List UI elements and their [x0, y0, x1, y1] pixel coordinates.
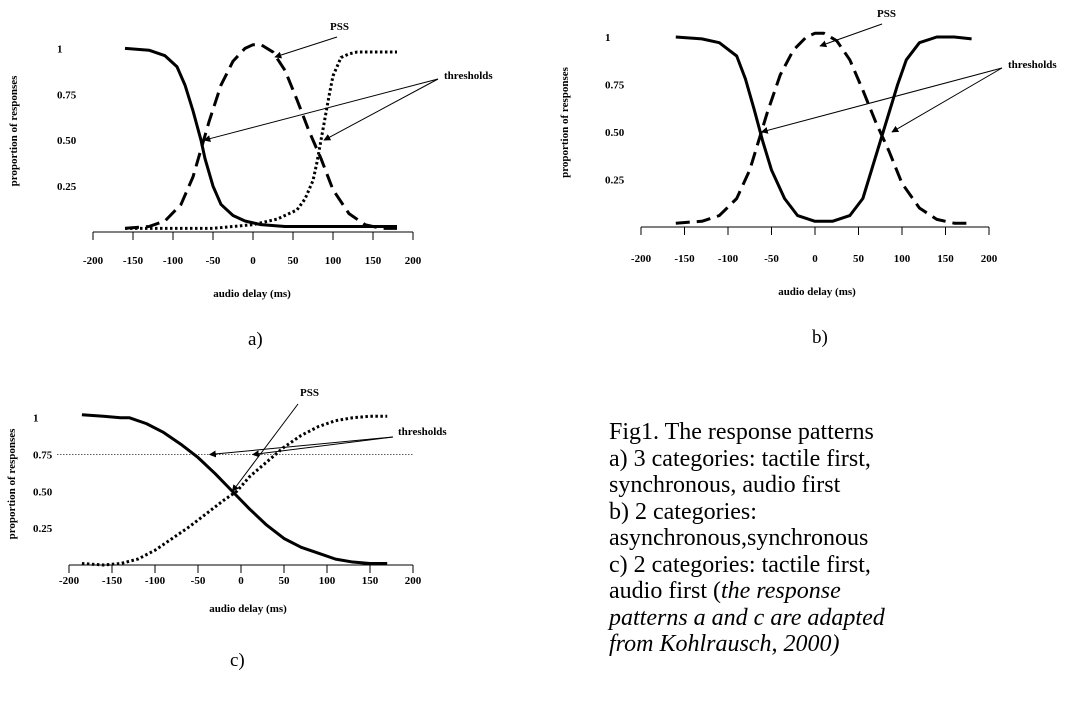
- x-tick-label: 100: [319, 575, 336, 587]
- y-tick-label: 1: [57, 43, 63, 55]
- x-tick-label: 150: [937, 253, 954, 265]
- caption-italic: from Kohlrausch, 2000): [609, 631, 840, 657]
- x-tick-label: -100: [145, 575, 166, 587]
- caption-italic: the response: [720, 578, 841, 604]
- caption-line: from Kohlrausch, 2000): [609, 631, 1069, 658]
- panel-label: c): [230, 650, 245, 671]
- caption-text: audio first (: [609, 578, 721, 604]
- series-line-solid: [675, 35, 972, 223]
- series-line-solid: [124, 46, 397, 228]
- x-tick-label: 200: [405, 575, 422, 587]
- y-tick-label: 1: [605, 32, 611, 44]
- x-tick-label: 200: [981, 253, 998, 265]
- x-tick-label: -200: [631, 253, 652, 265]
- caption-line: synchronous, audio first: [609, 472, 841, 498]
- annotation-arrow: [323, 78, 439, 141]
- y-tick-label: 0.25: [57, 181, 77, 193]
- x-tick-label: -150: [123, 255, 144, 267]
- y-axis-title: proportion of responses: [6, 428, 18, 540]
- caption-line: Fig1. The response patterns: [609, 419, 874, 445]
- y-tick-label: 0.25: [33, 523, 53, 535]
- annotation-thresholds: thresholds: [1008, 59, 1057, 71]
- x-tick-label: 0: [250, 255, 256, 267]
- x-tick-label: 0: [238, 575, 244, 587]
- figure-caption: Fig1. The response patterns a) 3 categor…: [609, 419, 1069, 658]
- caption-line: audio first (the response: [609, 578, 1069, 605]
- chart-panel-b: -200 -150 -100 -50 0 50 100 150 200 1 0.75 0.50 0.25…: [559, 8, 1057, 348]
- x-axis-title: audio delay (ms): [213, 288, 291, 300]
- chart-panel-c: -200 -150 -100 -50 0 50 100 150 200 1 0.75 0.50 0.25…: [6, 387, 447, 671]
- x-tick-label: -200: [59, 575, 80, 587]
- y-tick-label: 0.75: [57, 89, 77, 101]
- annotation-pss: PSS: [330, 21, 349, 33]
- annotation-arrow: [760, 67, 1003, 134]
- annotation-arrow: [208, 436, 394, 458]
- y-tick-label: 0.25: [605, 175, 625, 187]
- x-axis-title: audio delay (ms): [778, 286, 856, 298]
- x-tick-label: -50: [191, 575, 206, 587]
- caption-line: b) 2 categories:: [609, 498, 757, 525]
- caption-line: a) 3 categories: tactile first,: [609, 445, 871, 472]
- annotation-arrow: [203, 78, 439, 142]
- x-tick-label: 50: [853, 253, 865, 265]
- x-tick-label: 150: [362, 575, 379, 587]
- x-tick-label: 0: [812, 253, 818, 265]
- x-tick-label: 100: [894, 253, 911, 265]
- annotation-pss: PSS: [877, 8, 896, 20]
- x-tick-label: -100: [718, 253, 739, 265]
- x-tick-label: 50: [288, 255, 300, 267]
- y-tick-label: 0.50: [605, 127, 625, 139]
- y-axis-title: proportion of responses: [559, 66, 571, 178]
- annotation-arrow: [274, 36, 338, 59]
- annotation-arrow: [891, 67, 1003, 133]
- caption-line: c) 2 categories: tactile first,: [609, 551, 871, 578]
- annotation-pss: PSS: [300, 387, 319, 399]
- annotation-arrow: [231, 403, 299, 492]
- x-tick-label: 150: [365, 255, 382, 267]
- panel-label: b): [812, 327, 828, 348]
- x-tick-label: -50: [206, 255, 221, 267]
- y-tick-label: 0.50: [57, 135, 77, 147]
- caption-line: patterns a and c are adapted: [609, 605, 1069, 632]
- y-tick-label: 0.75: [605, 80, 625, 92]
- x-tick-label: -50: [764, 253, 779, 265]
- caption-line: asynchronous,synchronous: [609, 525, 869, 551]
- annotation-arrow: [819, 23, 883, 48]
- annotation-thresholds: thresholds: [398, 426, 447, 438]
- y-tick-label: 1: [33, 413, 39, 425]
- x-axis-title: audio delay (ms): [209, 603, 287, 615]
- x-tick-label: -100: [163, 255, 184, 267]
- panel-label: a): [248, 329, 263, 350]
- x-tick-label: 100: [325, 255, 342, 267]
- chart-panel-a: -200 -150 -100 -50 0 50 100 150 200 1 0.75 0.50 0.25…: [8, 21, 493, 350]
- caption-italic: patterns a and c are adapted: [609, 604, 885, 631]
- series-line-dashed: [675, 31, 972, 225]
- series-line-dotted: [81, 414, 388, 567]
- y-axis-title: proportion of responses: [8, 75, 20, 187]
- x-tick-label: -150: [102, 575, 123, 587]
- annotation-arrow: [251, 436, 394, 458]
- y-tick-label: 0.50: [33, 486, 53, 498]
- x-tick-label: -200: [83, 255, 104, 267]
- series-line-dotted: [125, 50, 397, 230]
- x-tick-label: 200: [405, 255, 422, 267]
- x-tick-label: 50: [279, 575, 291, 587]
- y-tick-label: 0.75: [33, 450, 53, 462]
- series-line-dashed: [124, 43, 397, 230]
- x-tick-label: -150: [674, 253, 695, 265]
- annotation-thresholds: thresholds: [444, 70, 493, 82]
